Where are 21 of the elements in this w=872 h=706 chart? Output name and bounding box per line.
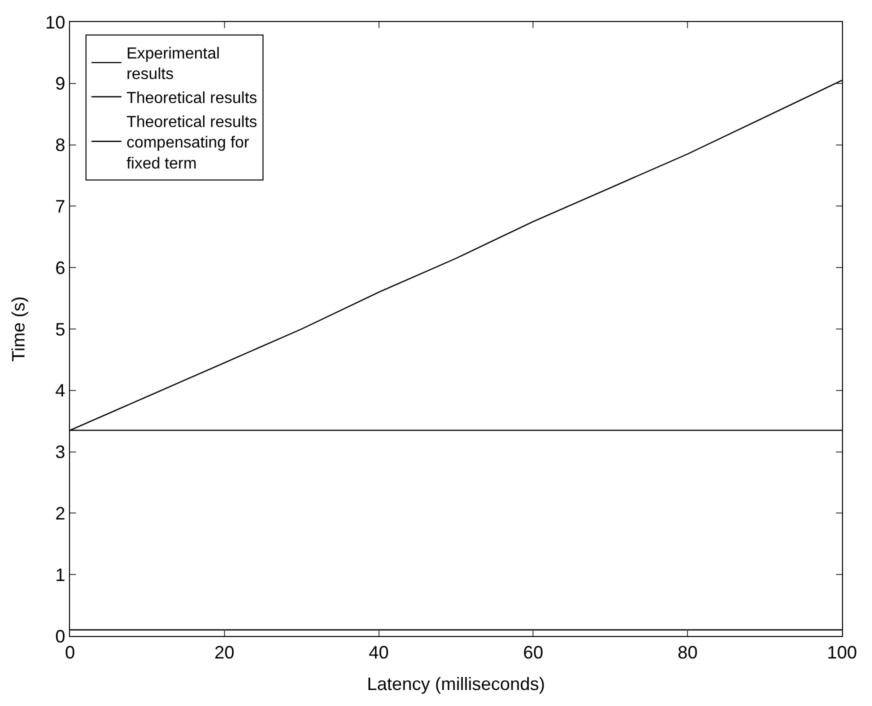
x-tick-label: 100 [826,642,858,663]
y-tick-label: 10 [45,12,66,32]
x-tick-label: 20 [214,642,234,663]
legend-label: Theoretical results compensating for fixed term [126,114,258,172]
x-tick-label: 80 [678,642,698,663]
y-tick-label: 1 [55,564,66,585]
y-tick-label: 5 [55,319,66,340]
legend-label: Theoretical results [126,90,258,108]
y-tick-label: 0 [55,626,66,646]
y-tick-label: 7 [55,196,66,216]
y-tick-label: 2 [55,504,66,524]
x-axis-title: Latency (milliseconds) [366,674,546,694]
y-tick-label: 4 [55,380,66,401]
x-tick-label: 40 [368,642,389,663]
x-tick-label: 60 [523,642,544,663]
y-tick-label: 9 [55,74,66,94]
legend-label: Experimental results [126,45,220,84]
y-tick-label: 8 [55,135,66,156]
y-tick-label: 6 [55,258,66,278]
y-tick-label: 3 [55,442,66,462]
y-axis-title: Time (s) [8,296,28,362]
